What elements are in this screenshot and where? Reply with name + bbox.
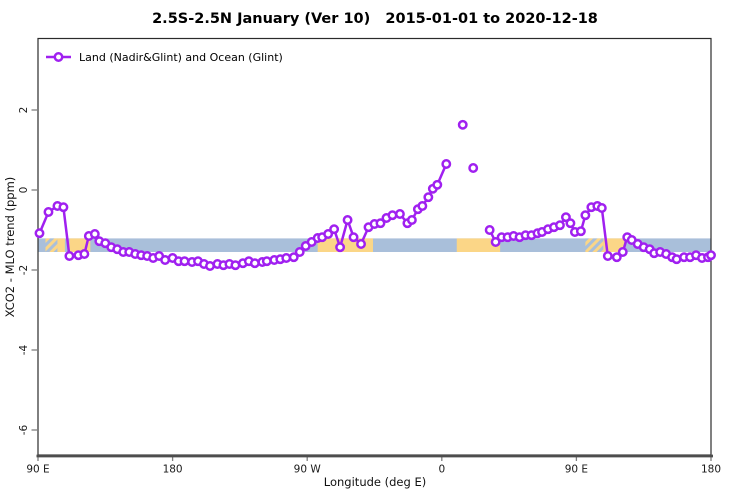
data-point bbox=[281, 253, 292, 263]
data-point bbox=[423, 192, 434, 203]
data-point bbox=[249, 258, 260, 269]
land-band-segment bbox=[57, 238, 65, 252]
y-tick-label: 2 bbox=[18, 107, 30, 114]
data-point bbox=[356, 239, 366, 249]
data-point bbox=[89, 229, 100, 239]
y-tick-label: -4 bbox=[18, 344, 30, 355]
x-axis-label: Longitude (deg E) bbox=[323, 475, 427, 489]
data-point bbox=[554, 220, 565, 231]
data-point bbox=[294, 247, 305, 257]
data-point bbox=[575, 226, 586, 237]
chart-title: 2.5S-2.5N January (Ver 10) 2015-01-01 to… bbox=[152, 11, 598, 27]
data-point bbox=[179, 256, 190, 267]
data-point bbox=[64, 251, 75, 261]
data-point bbox=[596, 203, 607, 213]
x-tick-label: 90 E bbox=[26, 464, 49, 476]
data-point bbox=[484, 225, 495, 235]
data-point bbox=[457, 119, 468, 130]
data-point bbox=[432, 179, 443, 190]
data-point bbox=[617, 247, 628, 257]
data-point bbox=[34, 228, 45, 239]
data-point bbox=[417, 201, 428, 211]
data-point bbox=[342, 215, 353, 225]
y-tick-label: -6 bbox=[18, 424, 30, 435]
legend bbox=[46, 52, 71, 62]
data-point bbox=[288, 252, 299, 263]
x-tick-label: 180 bbox=[701, 464, 721, 476]
y-tick-label: -2 bbox=[18, 265, 30, 275]
data-point bbox=[602, 251, 613, 261]
data-point bbox=[706, 250, 716, 261]
data-point bbox=[323, 229, 334, 239]
data-point bbox=[387, 210, 398, 221]
land-band-segment bbox=[45, 238, 58, 252]
data-series bbox=[34, 119, 716, 271]
legend-marker-icon bbox=[53, 52, 64, 62]
data-point bbox=[348, 232, 359, 243]
data-point bbox=[329, 224, 340, 235]
land-band-segment bbox=[585, 238, 604, 252]
y-axis-label: XCO2 - MLO trend (ppm) bbox=[3, 176, 17, 318]
data-point bbox=[394, 209, 405, 219]
ocean-band bbox=[38, 238, 711, 252]
data-point bbox=[441, 159, 452, 169]
x-tick-label: 90 E bbox=[565, 464, 588, 476]
land-band-segment bbox=[456, 238, 501, 252]
x-tick-label: 90 W bbox=[294, 464, 322, 476]
x-axis: 90 E 180 90 W 0 90 E 180 bbox=[26, 455, 721, 476]
data-point bbox=[58, 202, 69, 213]
surface-band bbox=[38, 238, 711, 252]
x-tick-label: 0 bbox=[438, 464, 445, 476]
data-point bbox=[406, 215, 417, 225]
data-point bbox=[335, 242, 346, 253]
data-point bbox=[261, 256, 272, 267]
data-point bbox=[580, 210, 591, 221]
x-tick-label: 180 bbox=[163, 464, 183, 476]
y-tick-label: 0 bbox=[18, 187, 30, 194]
data-point bbox=[611, 252, 622, 263]
data-point bbox=[565, 218, 576, 229]
data-point bbox=[43, 207, 54, 217]
y-axis: 2 0 -2 -4 -6 bbox=[18, 107, 38, 435]
data-point bbox=[490, 237, 501, 247]
land-band-segment bbox=[603, 238, 625, 252]
data-point bbox=[468, 163, 479, 173]
data-point bbox=[375, 218, 386, 229]
data-point bbox=[79, 249, 90, 259]
legend-label: Land (Nadir&Glint) and Ocean (Glint) bbox=[79, 50, 283, 64]
